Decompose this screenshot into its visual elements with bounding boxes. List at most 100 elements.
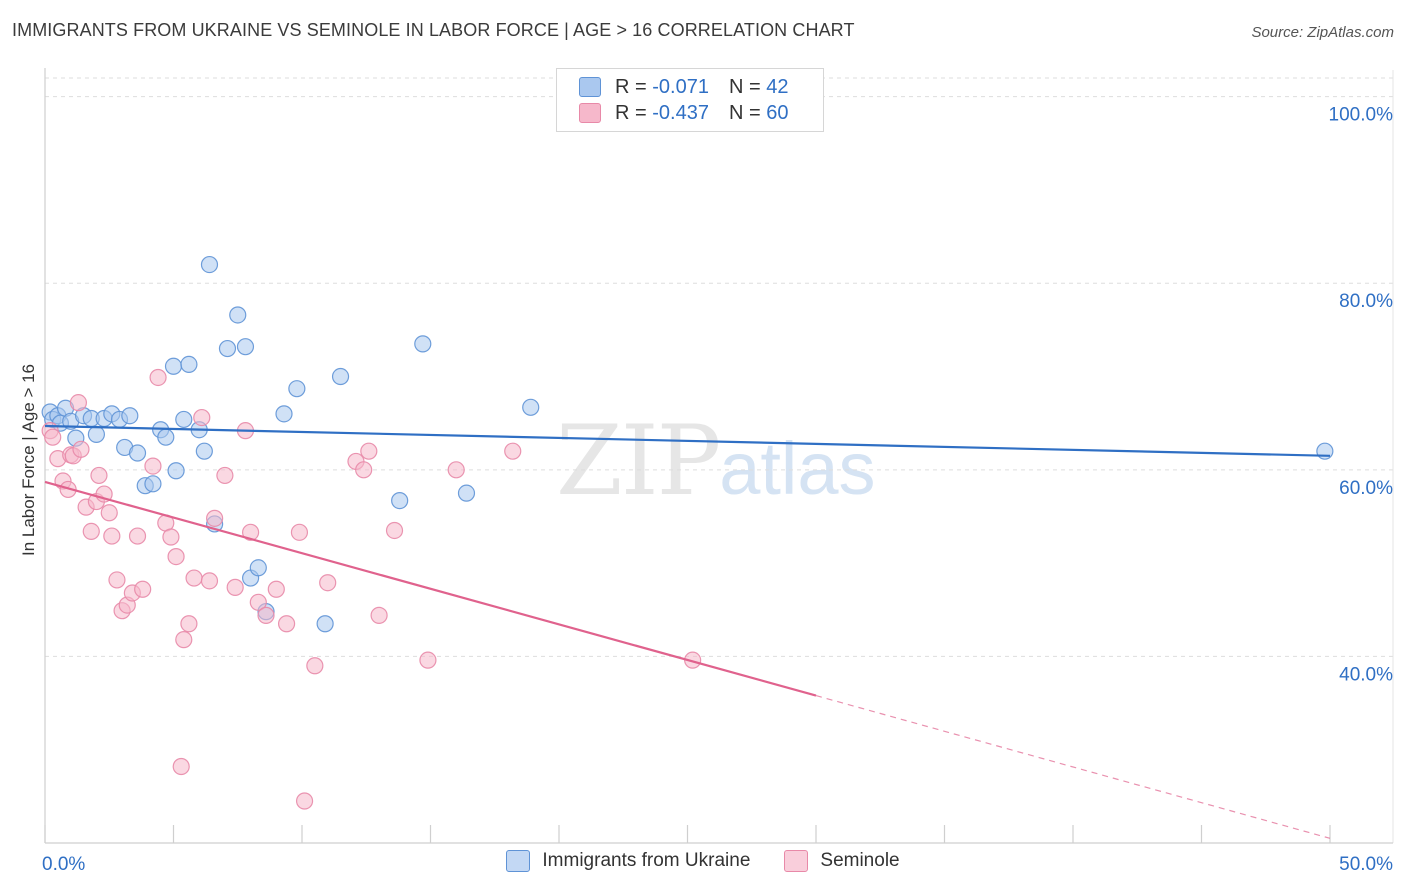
- series-swatch-seminole: [784, 850, 809, 872]
- x-tick-label: 0.0%: [42, 854, 85, 875]
- seminole-point: [319, 574, 337, 592]
- seminole-point: [249, 593, 267, 611]
- series-legend-ukraine: Immigrants from Ukraine: [506, 850, 750, 872]
- seminole-point: [72, 440, 90, 458]
- legend-swatch-ukraine: [579, 77, 601, 97]
- ukraine-point: [275, 405, 293, 423]
- seminole-point: [134, 580, 152, 598]
- seminole-point: [257, 606, 275, 624]
- seminole-point: [277, 615, 296, 633]
- ukraine-point: [391, 492, 409, 510]
- source-label: Source: ZipAtlas.com: [1251, 24, 1394, 41]
- seminole-point: [226, 578, 244, 596]
- seminole-point: [175, 631, 193, 649]
- series-legend: Immigrants from Ukraine Seminole: [0, 850, 1406, 872]
- ukraine-point: [87, 425, 106, 443]
- legend-n-label: N =: [728, 101, 761, 124]
- ukraine-point: [457, 484, 476, 502]
- seminole-point: [69, 394, 88, 412]
- ukraine-point: [522, 398, 540, 416]
- watermark-zip: ZIP: [556, 405, 721, 517]
- correlation-legend: R = -0.071 N = 42 R = -0.437 N = 60: [556, 68, 824, 132]
- seminole-point: [144, 457, 162, 475]
- data-points: [41, 255, 1334, 810]
- seminole-point: [360, 442, 378, 460]
- seminole-point: [108, 571, 126, 589]
- ukraine-point: [121, 407, 139, 425]
- ukraine-point: [414, 335, 432, 353]
- seminole-point: [162, 528, 180, 546]
- y-axis-label: In Labor Force | Age > 16: [19, 363, 38, 557]
- seminole-point: [149, 368, 167, 387]
- seminole-point: [100, 504, 118, 522]
- ukraine-point: [175, 410, 193, 429]
- axes: [44, 68, 1393, 844]
- seminole-point: [242, 523, 260, 541]
- seminole-point: [216, 466, 234, 485]
- seminole-point: [193, 408, 211, 427]
- grid: [45, 70, 1395, 843]
- seminole-point: [172, 757, 190, 776]
- seminole-point: [180, 615, 198, 633]
- ukraine-point: [316, 615, 334, 633]
- seminole-point: [103, 527, 121, 545]
- seminole-point: [447, 461, 465, 479]
- seminole-point: [419, 651, 437, 669]
- seminole-point: [128, 527, 147, 545]
- series-legend-seminole: Seminole: [784, 850, 900, 872]
- chart-title: IMMIGRANTS FROM UKRAINE VS SEMINOLE IN L…: [12, 20, 855, 40]
- ukraine-point: [157, 428, 175, 446]
- seminole-point: [267, 580, 285, 598]
- legend-n-value-ukraine: 42: [766, 75, 789, 98]
- tick-labels: 40.0% 60.0% 80.0% 100.0% 0.0% 50.0%: [42, 105, 1393, 875]
- ukraine-trend-line: [44, 424, 1331, 457]
- seminole-trend-extension: [815, 695, 1331, 839]
- series-swatch-ukraine: [506, 850, 531, 872]
- ukraine-point: [195, 442, 213, 460]
- seminole-point: [44, 428, 62, 446]
- legend-n-label: N =: [728, 75, 761, 98]
- ukraine-point: [288, 380, 306, 398]
- seminole-point: [370, 606, 388, 624]
- y-tick-label: 60.0%: [1339, 478, 1393, 499]
- seminole-point: [385, 521, 404, 540]
- trend-lines: [44, 424, 1331, 839]
- legend-row-seminole: R = -0.437 N = 60: [579, 100, 788, 126]
- seminole-point: [306, 657, 324, 675]
- watermark: ZIPatlas: [556, 405, 876, 517]
- ukraine-point: [167, 462, 185, 480]
- ukraine-point: [331, 367, 350, 386]
- ukraine-point: [249, 559, 267, 577]
- seminole-trend-line: [44, 480, 817, 697]
- seminole-point: [504, 442, 522, 460]
- seminole-point: [167, 547, 185, 566]
- series-name-ukraine: Immigrants from Ukraine: [542, 850, 751, 871]
- legend-r-value-ukraine: -0.071: [652, 75, 709, 98]
- seminole-point: [200, 572, 219, 590]
- legend-r-value-seminole: -0.437: [652, 101, 709, 124]
- legend-swatch-seminole: [579, 103, 601, 123]
- ukraine-point: [200, 255, 219, 274]
- ukraine-point: [164, 357, 183, 375]
- x-tick-label: 50.0%: [1339, 854, 1393, 875]
- ukraine-point: [236, 338, 255, 356]
- legend-r-label: R =: [615, 75, 647, 98]
- y-tick-label: 80.0%: [1339, 291, 1393, 312]
- legend-r-label: R =: [615, 101, 647, 124]
- watermark-atlas: atlas: [719, 427, 876, 510]
- ukraine-point: [229, 306, 247, 324]
- seminole-point: [290, 523, 309, 541]
- seminole-point: [206, 509, 224, 527]
- seminole-point: [185, 569, 203, 587]
- seminole-point: [82, 522, 100, 541]
- seminole-point: [295, 792, 314, 810]
- ukraine-point: [128, 444, 147, 462]
- legend-n-value-seminole: 60: [766, 101, 789, 124]
- legend-row-ukraine: R = -0.071 N = 42: [579, 74, 788, 100]
- ukraine-point: [180, 355, 198, 374]
- y-tick-label: 100.0%: [1329, 105, 1394, 126]
- series-name-seminole: Seminole: [820, 850, 900, 871]
- seminole-point: [90, 466, 108, 485]
- ukraine-point: [218, 339, 237, 358]
